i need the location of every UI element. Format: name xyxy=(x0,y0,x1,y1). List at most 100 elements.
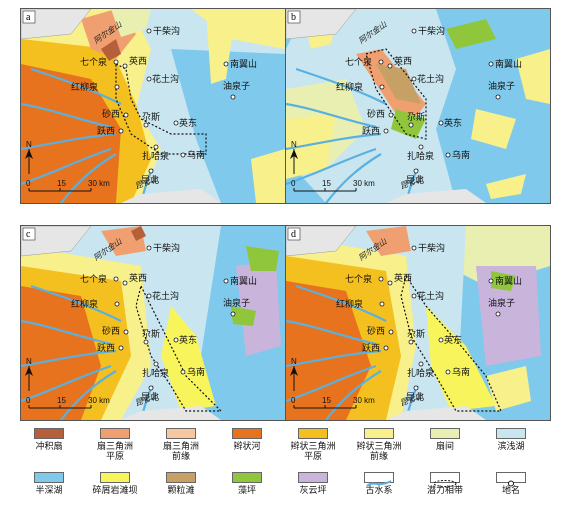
legend-label: 潜力相带 xyxy=(426,486,463,496)
aerjin-mountain-area xyxy=(286,9,357,40)
place-label-qigequan: 七个泉 xyxy=(80,56,107,68)
legend-swatch xyxy=(430,428,460,439)
place-marker-huatugou xyxy=(146,76,152,82)
place-marker-yuejin xyxy=(118,128,124,134)
scale-tick-label: 15 xyxy=(57,396,66,405)
place-label-zhasi: 尕斯 xyxy=(142,328,160,340)
legend-item: 冲积扇 xyxy=(18,428,80,452)
legend-swatch xyxy=(430,472,460,487)
facies-bdf xyxy=(206,9,236,84)
paleo-river xyxy=(286,349,382,368)
legend-label: 地名 xyxy=(501,486,520,496)
place-label-yingxi: 英西 xyxy=(394,272,412,284)
facies-bdf xyxy=(486,366,531,411)
facies-alluv xyxy=(101,39,121,61)
place-marker-wunan xyxy=(180,152,186,158)
place-marker-wunan xyxy=(445,369,451,375)
place-marker-zhasi xyxy=(408,339,414,345)
paleo-river xyxy=(21,364,112,403)
legend-item: 滨浅湖 xyxy=(480,428,542,452)
legend-item: 古水系 xyxy=(348,472,410,496)
facies-algal xyxy=(231,306,256,326)
paleo-river xyxy=(325,153,382,203)
legend-label: 藻坪 xyxy=(237,486,256,496)
scale-tick-label: 15 xyxy=(322,396,331,405)
place-marker-kunbei xyxy=(148,385,154,391)
paleo-river xyxy=(295,67,387,105)
place-label-kunbei: 昆北 xyxy=(406,392,424,403)
place-marker-yingxi xyxy=(387,63,393,69)
place-label-yuejin: 跃西 xyxy=(362,126,380,137)
place-marker-yuejin xyxy=(118,345,124,351)
place-label-yingdong: 英东 xyxy=(179,117,197,129)
panel-letter: d xyxy=(291,229,296,240)
paleo-river xyxy=(21,132,117,151)
legend-item: 扇三角洲 平原 xyxy=(84,428,146,462)
aerjin-mountain-area xyxy=(21,9,92,40)
place-marker-yingdong xyxy=(173,120,179,126)
kunlun-mountain-area xyxy=(386,189,486,203)
place-label-yingdong: 英东 xyxy=(179,334,197,346)
paleo-river xyxy=(286,132,382,151)
scale-tick-label: 0 xyxy=(291,179,296,188)
place-marker-youquanzi xyxy=(495,94,501,100)
place-marker-yingdong xyxy=(438,337,444,343)
legend-item: 灰云坪 xyxy=(282,472,344,496)
legend-label: 冲积扇 xyxy=(35,442,63,452)
kunlun-mountain-area xyxy=(386,406,486,420)
north-label: N xyxy=(291,140,297,149)
scale-tick-label: 0 xyxy=(26,179,31,188)
scale-tick-label: 30 km xyxy=(88,396,110,405)
place-label-qigequan: 七个泉 xyxy=(80,273,107,285)
legend-item: 辫状三角洲 平原 xyxy=(282,428,344,462)
place-marker-yingxi xyxy=(387,280,393,286)
place-label-nanyishan: 南翼山 xyxy=(230,58,257,70)
map-panel-a: 阿尔金山 昆仑山 干柴沟 七个泉 英西 花土沟 南翼山 红柳泉 油泉子 砂西 跃西 尕斯 英东 扎哈泉 乌南… xyxy=(20,8,286,204)
place-marker-youquanzi xyxy=(495,311,501,317)
paleo-river xyxy=(21,319,112,346)
place-label-nanyishan: 南翼山 xyxy=(495,275,522,287)
place-label-kunbei: 昆北 xyxy=(141,392,159,403)
place-label-zhahaquan: 扎哈泉 xyxy=(407,367,434,379)
legend-label: 扇三角洲 平原 xyxy=(96,442,133,462)
legend-item: 辫状三角洲 前缘 xyxy=(348,428,410,462)
north-arrow-head xyxy=(25,149,33,159)
place-marker-qigequan xyxy=(378,276,384,282)
place-marker-yuejin xyxy=(383,345,389,351)
legend-item: 扇三角洲 前缘 xyxy=(150,428,212,462)
legend-swatch xyxy=(34,428,64,439)
place-label-shaxi: 砂西 xyxy=(102,325,120,337)
legend-label: 滨浅湖 xyxy=(497,442,525,452)
potential-facies-zone xyxy=(400,274,502,412)
place-marker-hongliuquan xyxy=(114,84,120,90)
place-marker-yingxi xyxy=(122,63,128,69)
legend-swatch xyxy=(364,472,394,487)
facies-lime xyxy=(476,266,541,366)
facies-algal xyxy=(491,271,516,291)
place-label-wunan: 乌南 xyxy=(452,149,470,161)
place-marker-zhasi xyxy=(143,339,149,345)
map-panel-d: 阿尔金山 昆仑山 干柴沟 七个泉 英西 花土沟 南翼山 红柳泉 油泉子 砂西 跃西 尕斯 英东 扎哈泉 乌南… xyxy=(285,225,551,421)
place-label-yingdong: 英东 xyxy=(444,117,462,129)
place-label-hongliuquan: 红柳泉 xyxy=(336,81,363,93)
place-marker-youquanzi xyxy=(230,94,236,100)
legend-swatch xyxy=(166,472,196,483)
facies-algal xyxy=(391,109,426,139)
legend-label: 辫状河 xyxy=(233,442,261,452)
legend-item: 地名 xyxy=(480,472,542,496)
kunlun-mountain-area xyxy=(121,189,221,203)
place-label-zhahaquan: 扎哈泉 xyxy=(407,150,434,162)
paleo-river xyxy=(286,364,377,403)
place-marker-nanyishan xyxy=(488,61,494,67)
place-label-huatugou: 花土沟 xyxy=(152,290,179,302)
legend-label: 古水系 xyxy=(365,486,393,496)
place-label-wunan: 乌南 xyxy=(187,366,205,378)
place-marker-qigequan xyxy=(113,59,119,65)
paleo-river xyxy=(60,153,117,203)
legend-label: 辫状三角洲 前缘 xyxy=(356,442,402,462)
place-label-kunbei: 昆北 xyxy=(406,175,424,186)
paleo-river xyxy=(30,284,122,322)
panel-letter-box xyxy=(287,10,301,24)
legend-item: 扇间 xyxy=(414,428,476,452)
place-label-zhahaquan: 扎哈泉 xyxy=(142,367,169,379)
